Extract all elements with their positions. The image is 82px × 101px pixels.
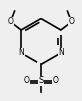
Text: S: S (38, 76, 44, 85)
Text: O: O (69, 17, 74, 26)
Text: N: N (18, 48, 24, 57)
Text: N: N (58, 48, 64, 57)
Text: O: O (52, 76, 58, 85)
Text: O: O (8, 17, 13, 26)
Text: O: O (24, 76, 30, 85)
